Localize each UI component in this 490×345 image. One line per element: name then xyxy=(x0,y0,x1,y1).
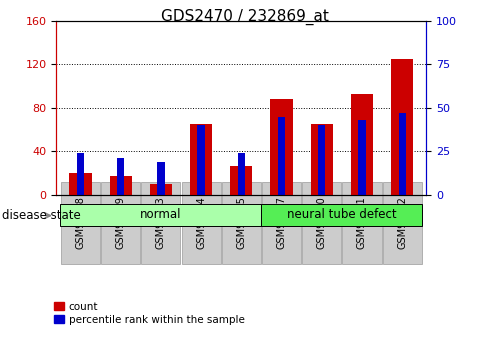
Bar xyxy=(398,113,406,195)
Bar xyxy=(318,125,325,195)
Bar xyxy=(110,176,132,195)
Bar xyxy=(60,204,262,226)
Bar xyxy=(311,124,333,195)
Bar xyxy=(197,125,205,195)
Bar xyxy=(262,204,422,226)
Bar xyxy=(117,158,124,195)
Text: neural tube defect: neural tube defect xyxy=(287,208,397,221)
Bar xyxy=(230,166,252,195)
Legend: count, percentile rank within the sample: count, percentile rank within the sample xyxy=(54,302,245,325)
Bar xyxy=(190,124,212,195)
Bar xyxy=(391,59,413,195)
Text: normal: normal xyxy=(140,208,182,221)
Bar xyxy=(238,153,245,195)
Bar xyxy=(150,184,172,195)
Text: disease state: disease state xyxy=(2,209,81,222)
Bar xyxy=(351,93,373,195)
Bar xyxy=(70,173,92,195)
Bar xyxy=(157,162,165,195)
Bar xyxy=(270,99,293,195)
Bar xyxy=(358,120,366,195)
Text: GDS2470 / 232869_at: GDS2470 / 232869_at xyxy=(161,9,329,25)
Bar xyxy=(278,117,285,195)
Bar xyxy=(77,153,84,195)
